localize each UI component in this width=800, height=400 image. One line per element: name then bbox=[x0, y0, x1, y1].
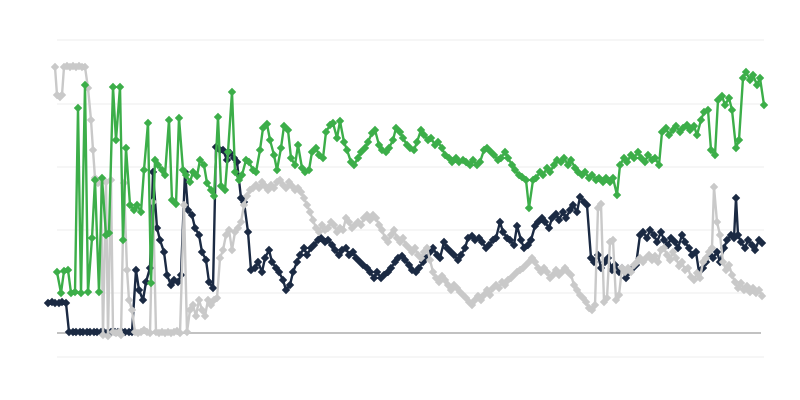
gray-series-line bbox=[53, 64, 764, 338]
